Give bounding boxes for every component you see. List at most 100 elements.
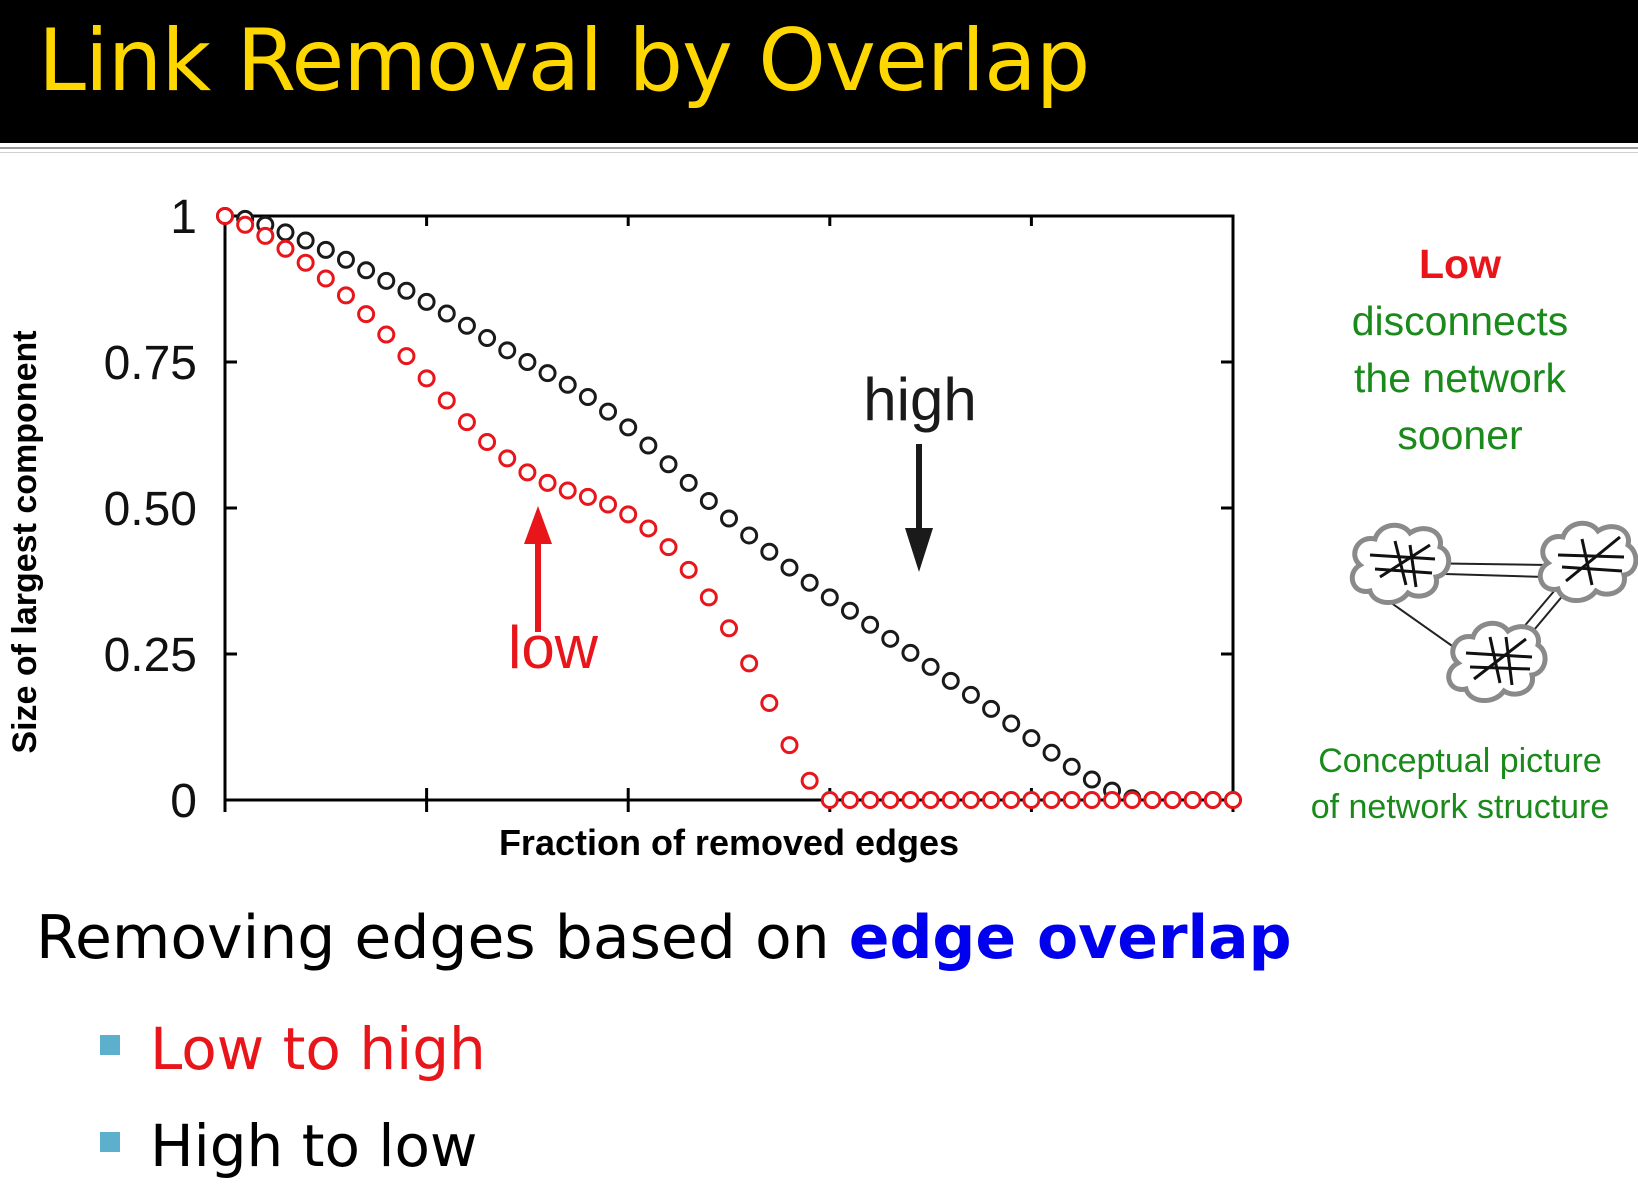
network-concept-diagram: [1349, 520, 1638, 703]
data-point-low: [578, 487, 597, 506]
data-point-low: [256, 226, 275, 245]
data-point-low: [861, 791, 880, 809]
data-point-low: [961, 791, 980, 809]
data-point-low: [538, 473, 557, 492]
data-point-high: [740, 526, 759, 545]
data-point-low: [800, 771, 819, 790]
data-point-low: [1082, 791, 1101, 809]
data-point-high: [417, 292, 436, 311]
data-point-high: [457, 316, 476, 335]
y-tick-label: 0.50: [104, 483, 197, 536]
data-point-low: [336, 286, 355, 305]
side-note: Low disconnects the network sooner: [1295, 236, 1625, 464]
main-statement-highlight: edge overlap: [848, 903, 1292, 973]
data-point-low: [276, 239, 295, 258]
bullet-high-to-low: High to low: [100, 1112, 477, 1180]
side-note-line2: disconnects: [1351, 298, 1569, 344]
data-point-high: [437, 304, 456, 323]
main-statement: Removing edges based on edge overlap: [36, 903, 1292, 973]
data-point-high: [861, 615, 880, 634]
data-point-low: [518, 463, 537, 482]
side-note-line3: the network: [1354, 355, 1566, 401]
concept-caption: Conceptual picture of network structure: [1280, 738, 1638, 830]
y-tick-label: 0.25: [104, 629, 197, 682]
data-point-high: [357, 261, 376, 280]
data-point-high: [316, 240, 335, 259]
data-point-low: [679, 560, 698, 579]
data-point-low: [699, 588, 718, 607]
data-point-low: [1042, 791, 1061, 809]
bullet-low-to-high: Low to high: [100, 1015, 486, 1083]
title-divider-thin: [0, 152, 1638, 153]
data-point-low: [1163, 791, 1182, 809]
data-point-high: [720, 509, 738, 528]
data-point-high: [941, 671, 960, 690]
data-point-high: [1042, 743, 1061, 762]
data-point-high: [699, 491, 718, 510]
y-tick-label: 0.75: [104, 337, 197, 390]
data-point-high: [377, 271, 396, 290]
data-point-low: [1143, 791, 1162, 809]
data-point-high: [498, 341, 517, 360]
data-point-low: [437, 391, 456, 410]
data-point-high: [961, 685, 980, 704]
data-point-high: [599, 402, 618, 421]
arrow-low-head: [524, 506, 552, 544]
data-point-low: [760, 694, 779, 713]
data-point-high: [578, 388, 597, 407]
removal-chart: 0 0.25 0.50 0.75 1 Fraction of removed edges S…: [6, 191, 1242, 863]
data-point-low: [1203, 791, 1222, 809]
data-point-high: [1022, 729, 1041, 748]
side-note-line4: sooner: [1397, 412, 1523, 458]
data-point-low: [498, 449, 517, 468]
data-point-low: [881, 791, 900, 809]
title-divider: [0, 147, 1638, 149]
data-point-low: [1103, 791, 1122, 809]
data-point-low: [982, 791, 1001, 809]
cluster-cloud: [1537, 520, 1638, 603]
data-point-low: [558, 481, 577, 500]
main-statement-prefix: Removing edges based on: [36, 903, 849, 973]
cluster-cloud: [1446, 620, 1548, 703]
annotation-low: low: [508, 614, 599, 681]
data-point-low: [1183, 791, 1202, 809]
concept-caption-line2: of network structure: [1310, 788, 1610, 826]
data-point-low: [901, 791, 920, 809]
data-point-low: [296, 253, 315, 272]
data-point-low: [659, 538, 678, 557]
data-point-high: [820, 588, 839, 607]
plot-frame: [223, 214, 1235, 802]
arrow-high-head: [905, 528, 933, 572]
data-point-high: [276, 223, 295, 242]
data-point-high: [639, 436, 658, 455]
data-point-high: [760, 542, 779, 561]
data-point-low: [216, 207, 234, 225]
bullet-square-icon: [100, 1034, 120, 1055]
network-edge: [1379, 594, 1466, 656]
data-point-low: [820, 791, 839, 809]
data-point-low: [1062, 791, 1081, 809]
side-note-low: Low: [1419, 241, 1501, 287]
data-point-low: [1002, 791, 1021, 809]
data-point-high: [982, 699, 1001, 718]
data-point-high: [397, 281, 416, 300]
bullet-label: High to low: [150, 1112, 478, 1180]
cluster-cloud: [1349, 522, 1452, 605]
data-point-low: [397, 347, 416, 366]
data-point-high: [558, 375, 577, 394]
data-point-high: [840, 601, 859, 620]
data-point-low: [740, 654, 759, 673]
data-point-low: [417, 369, 436, 388]
annotation-high: high: [863, 366, 976, 433]
data-point-low: [619, 505, 638, 524]
data-point-low: [1123, 791, 1142, 809]
data-point-high: [518, 353, 537, 371]
data-point-low: [720, 619, 738, 638]
data-point-high: [901, 643, 920, 662]
page-title: Link Removal by Overlap: [38, 11, 1090, 111]
data-point-high: [619, 418, 638, 437]
x-axis-label: Fraction of removed edges: [499, 822, 959, 863]
data-point-high: [296, 231, 315, 250]
data-point-low: [457, 413, 476, 432]
data-point-low: [599, 495, 618, 514]
